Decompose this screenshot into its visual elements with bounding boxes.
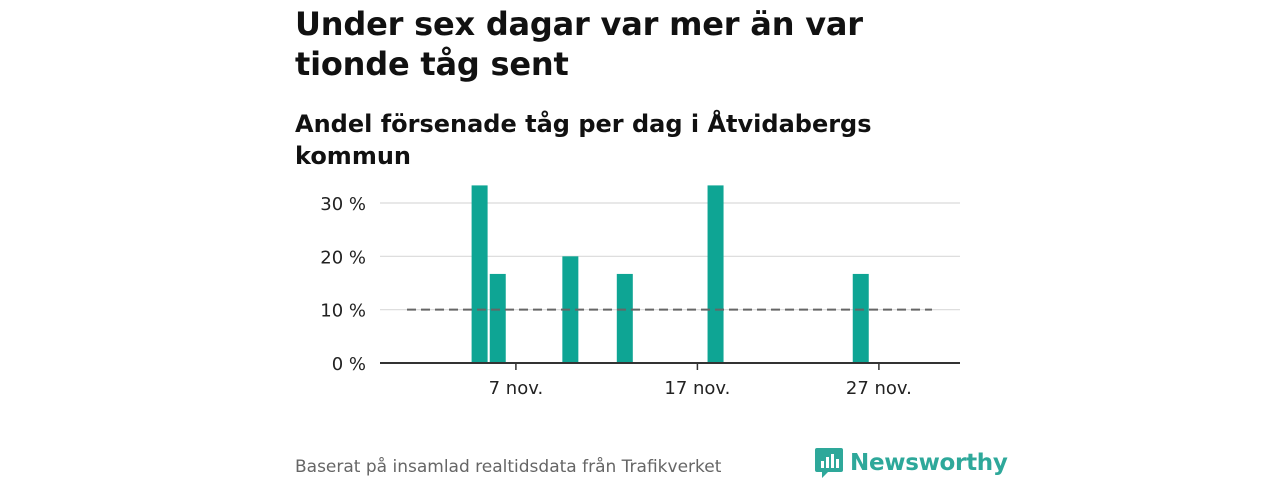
source-note: Baserat på insamlad realtidsdata från Tr…	[295, 457, 722, 477]
y-tick-label: 30 %	[320, 194, 366, 215]
bar	[616, 273, 633, 363]
bar-series	[471, 185, 869, 363]
x-tick-label: 27 nov.	[846, 378, 912, 399]
bar-chart: 0 % 10 % 20 % 30 % 7 nov. 17 nov. 27 nov.	[320, 185, 960, 399]
newsworthy-logo-icon	[815, 448, 843, 478]
x-tick-label: 7 nov.	[489, 378, 544, 399]
page-title: Under sex dagar var mer än var tionde tå…	[295, 5, 863, 83]
bar	[707, 185, 724, 363]
brand-logo: Newsworthy	[814, 446, 1008, 480]
chart-header: Under sex dagar var mer än var tionde tå…	[295, 0, 985, 480]
bar	[852, 273, 869, 363]
y-tick-label: 20 %	[320, 247, 366, 268]
chart-subtitle: Andel försenade tåg per dag i Åtvidaberg…	[295, 110, 872, 170]
x-tick-label: 17 nov.	[664, 378, 730, 399]
axes: 0 % 10 % 20 % 30 % 7 nov. 17 nov. 27 nov.	[320, 194, 960, 399]
y-tick-label: 10 %	[320, 301, 366, 322]
brand-name: Newsworthy	[850, 450, 1008, 476]
y-tick-label: 0 %	[332, 354, 366, 375]
bar	[489, 273, 506, 363]
bar	[471, 185, 488, 363]
grid-lines	[380, 202, 960, 311]
bar	[562, 256, 579, 363]
